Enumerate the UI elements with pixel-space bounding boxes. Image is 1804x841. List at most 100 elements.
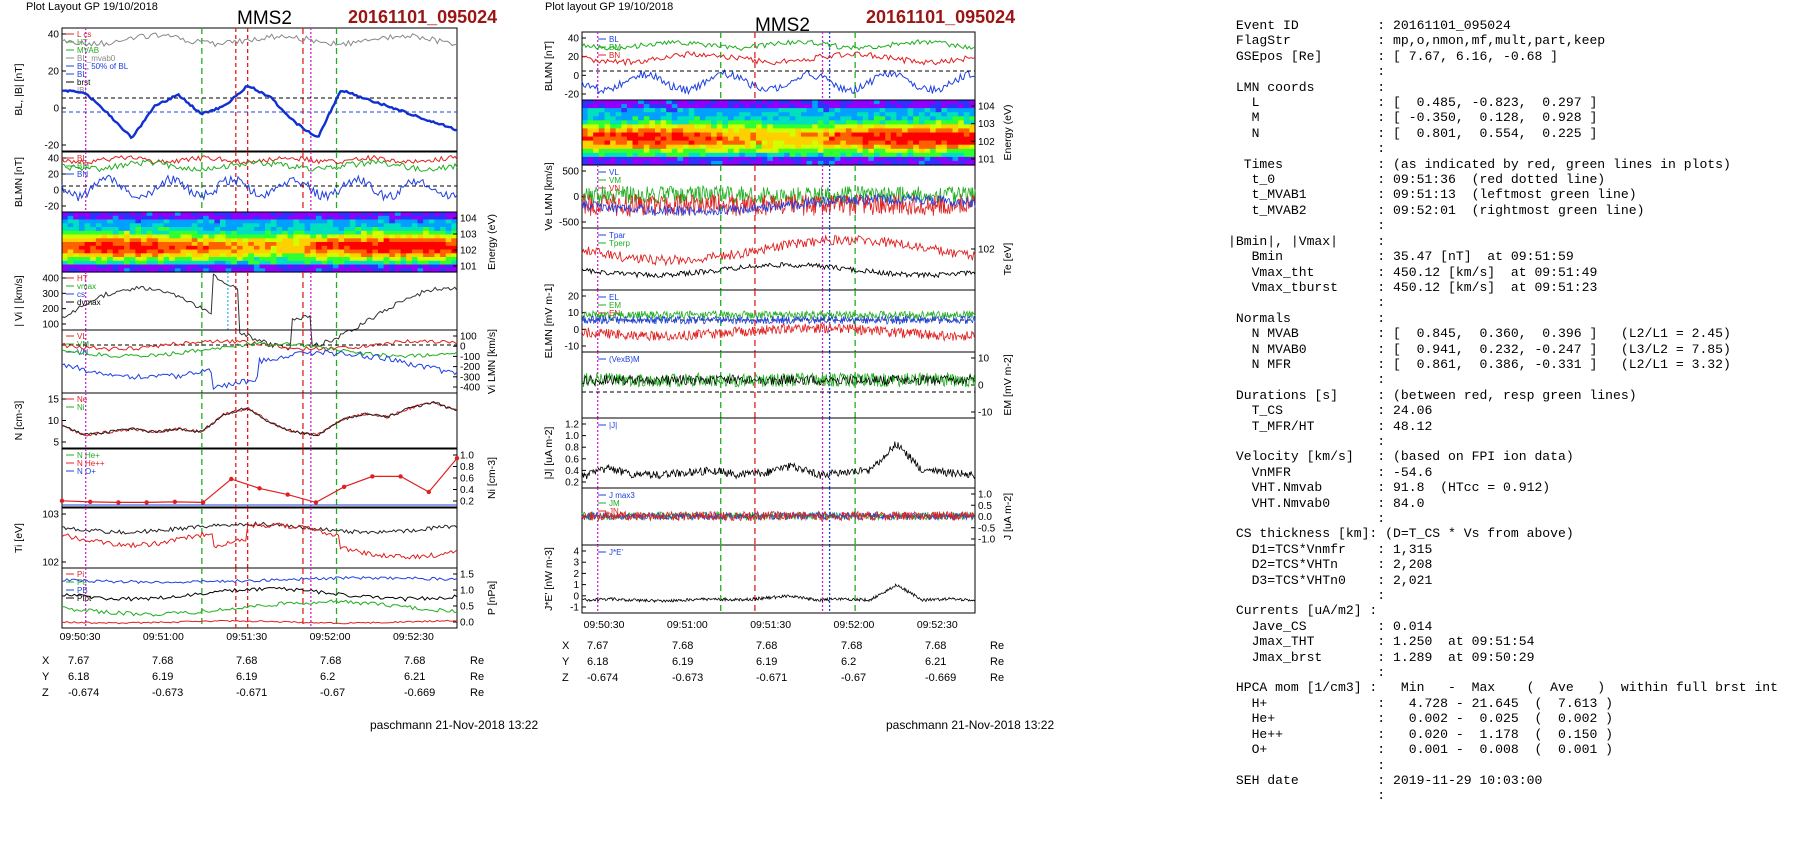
coord-axis-label: X (562, 640, 570, 652)
legend-label: EL (609, 293, 619, 302)
info-line: CS thickness [km]: (D=T_CS * Vs from abo… (1228, 526, 1574, 542)
He++-line (61, 457, 458, 504)
info-line: : (1228, 218, 1386, 234)
coord-value: 6.2 (320, 671, 336, 683)
VexB-green-line (581, 371, 976, 388)
y-tick-label: 20 (568, 292, 580, 303)
coord-unit: Re (990, 672, 1005, 684)
EM-line (581, 309, 976, 321)
y-tick-label: -20 (565, 90, 580, 101)
y-tick-label: 40 (48, 30, 60, 41)
left-plot-header: Plot Layout GP 19/10/2018 (26, 1, 158, 13)
y-tick-label: 0 (573, 591, 579, 602)
y-tick-label: 20 (568, 52, 580, 63)
info-line: Normals : (1228, 310, 1386, 326)
legend-label: Ni (77, 403, 85, 412)
y-tick-label: 10 (978, 354, 990, 365)
coord-value: 6.19 (756, 656, 778, 668)
info-line: : (1228, 141, 1386, 157)
spectrogram-left (62, 212, 458, 273)
x-tick-label: 09:51:30 (750, 619, 791, 631)
coord-value: 6.2 (841, 656, 857, 668)
legend-label: |J| (609, 421, 617, 430)
y-tick-label: 10 (568, 308, 580, 319)
middle-panel-1: 104 103 102 101 Energy (eV) (581, 99, 1014, 166)
He++-point (144, 500, 149, 505)
y-tick-label: 102 (460, 246, 477, 257)
y-tick-label: 0.0 (978, 512, 992, 523)
y-tick-label: 0 (573, 325, 579, 336)
y-tick-label: 0 (53, 104, 59, 115)
coord-axis-label: Z (42, 687, 49, 699)
y-tick-label: -10 (978, 408, 993, 419)
middle-panel-frame (581, 417, 976, 489)
Ptot-line (61, 575, 458, 584)
Tperp-line (581, 262, 976, 279)
legend-label: (VexB)M (609, 355, 640, 364)
info-line: |Bmin|, |Vmax| : (1228, 233, 1386, 249)
legend-label: cs (77, 290, 85, 299)
y-axis-label: ELMN [mV m-1] (543, 284, 555, 359)
coord-value: 6.21 (404, 671, 426, 683)
y-tick-label: 500 (562, 167, 579, 178)
y-tick-label: 0 (53, 186, 59, 197)
coord-value: 7.68 (756, 640, 778, 652)
coord-value: 7.68 (236, 655, 258, 667)
y-axis-label: |J| [uA m-2] (543, 427, 555, 480)
coord-value: 7.67 (587, 640, 609, 652)
legend-label: brst (77, 78, 91, 87)
coord-axis-label: X (42, 655, 50, 667)
info-line: GSEpos [Re] : [ 7.67, 6.16, -0.68 ] (1228, 48, 1559, 64)
x-tick-label: 09:52:00 (834, 619, 875, 631)
legend-label: BL (77, 70, 87, 79)
EN-line (581, 322, 976, 342)
y-tick-label: -400 (460, 383, 480, 394)
He++-point (229, 476, 234, 482)
Pi-line (62, 599, 458, 617)
y-axis-label: Energy (eV) (1002, 104, 1014, 160)
coord-axis-label: Z (562, 672, 569, 684)
legend-label: BM (609, 43, 621, 52)
legend-label: N He++ (77, 459, 105, 468)
y-tick-label: 0.0 (460, 618, 474, 629)
legend-label: HT (77, 274, 88, 283)
info-line: : (1228, 665, 1386, 681)
BL-line (581, 39, 976, 51)
y-tick-label: 1.2 (565, 420, 579, 431)
y-tick-label: 102 (978, 137, 995, 148)
info-line: Bmin : 35.47 [nT] at 09:51:59 (1228, 249, 1574, 265)
Pe-line (61, 619, 458, 625)
left-panel-frame (61, 392, 458, 449)
coord-value: -0.67 (841, 672, 867, 684)
y-axis-label: Ti [eV] (13, 523, 25, 553)
He++-point (426, 489, 431, 495)
y-tick-label: 20 (48, 170, 60, 181)
legend-label: VM (609, 176, 621, 185)
y-tick-label: -100 (460, 352, 480, 363)
y-tick-label: 104 (978, 102, 995, 113)
y-axis-label: BL, |B| [nT] (13, 63, 25, 115)
info-line: : (1228, 588, 1386, 604)
legend-label: Pi (77, 570, 84, 579)
left-panel-frame (61, 448, 458, 508)
legend-label: VN (609, 184, 620, 193)
y-tick-label: 1 (573, 580, 579, 591)
y-tick-label: 4 (573, 547, 579, 558)
event-info-text: Event ID : 20161101_095024 FlagStr : mp,… (1228, 18, 1778, 804)
y-axis-label: Ni [cm-3] (486, 457, 498, 499)
coord-unit: Re (470, 687, 485, 699)
left-panel-6: 1.00.80.60.40.2 Ni [cm-3] N He+N He++N O+ (59, 448, 498, 508)
coord-value: 7.68 (152, 655, 174, 667)
B-magnitude-line (61, 32, 458, 48)
y-tick-label: -20 (45, 141, 60, 152)
BM-component-line (61, 159, 458, 173)
y-tick-label: 1.0 (978, 490, 992, 501)
info-line: D3=TCS*VHTn0 : 2,021 (1228, 572, 1433, 588)
y-tick-label: 2 (573, 569, 579, 580)
info-line: O+ : 0.001 - 0.008 ( 0.001 ) (1228, 742, 1614, 758)
legend-label: BM (77, 162, 89, 171)
